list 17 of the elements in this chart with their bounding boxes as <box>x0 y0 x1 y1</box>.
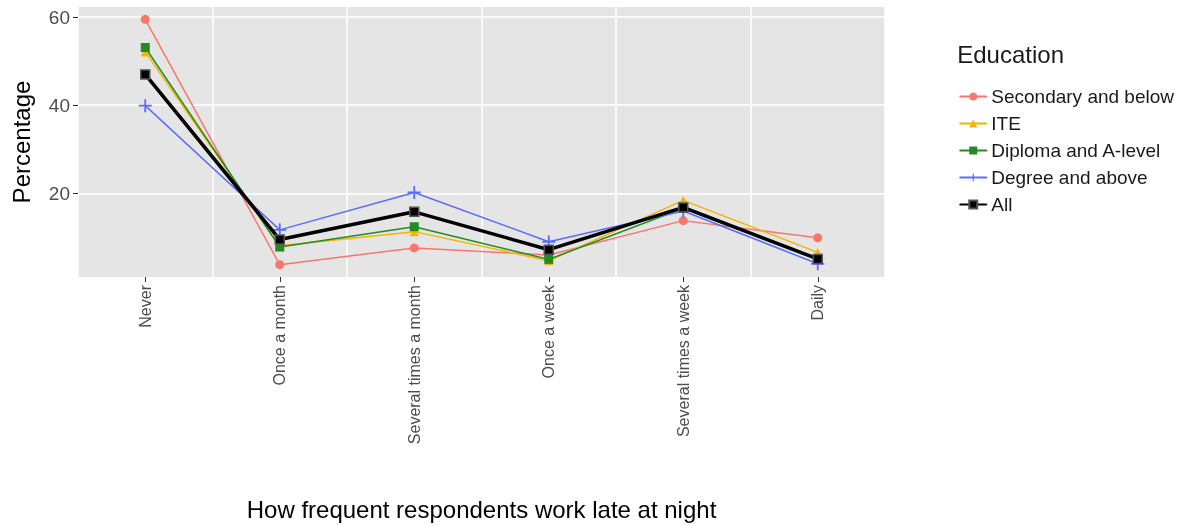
y-tick-label: 60 <box>48 6 70 28</box>
legend-label: Diploma and A-level <box>991 140 1161 161</box>
y-axis-title: Percentage <box>7 80 35 204</box>
x-tick-label: Several times a month <box>405 285 423 445</box>
x-axis-title: How frequent respondents work late at night <box>246 495 717 523</box>
x-tick-label: Never <box>136 284 154 328</box>
legend-label: ITE <box>991 113 1021 134</box>
legend-title: Education <box>957 40 1064 68</box>
x-tick-label: Daily <box>809 285 827 321</box>
y-tick-label: 20 <box>48 182 70 204</box>
x-tick-label: Once a week <box>540 284 558 379</box>
legend-label: Degree and above <box>991 167 1148 188</box>
x-tick-label: Several times a week <box>674 284 692 438</box>
legend-label: All <box>991 194 1013 215</box>
x-tick-label: Once a month <box>271 285 289 386</box>
legend-label: Secondary and below <box>991 86 1175 107</box>
y-tick-label: 40 <box>48 94 70 116</box>
